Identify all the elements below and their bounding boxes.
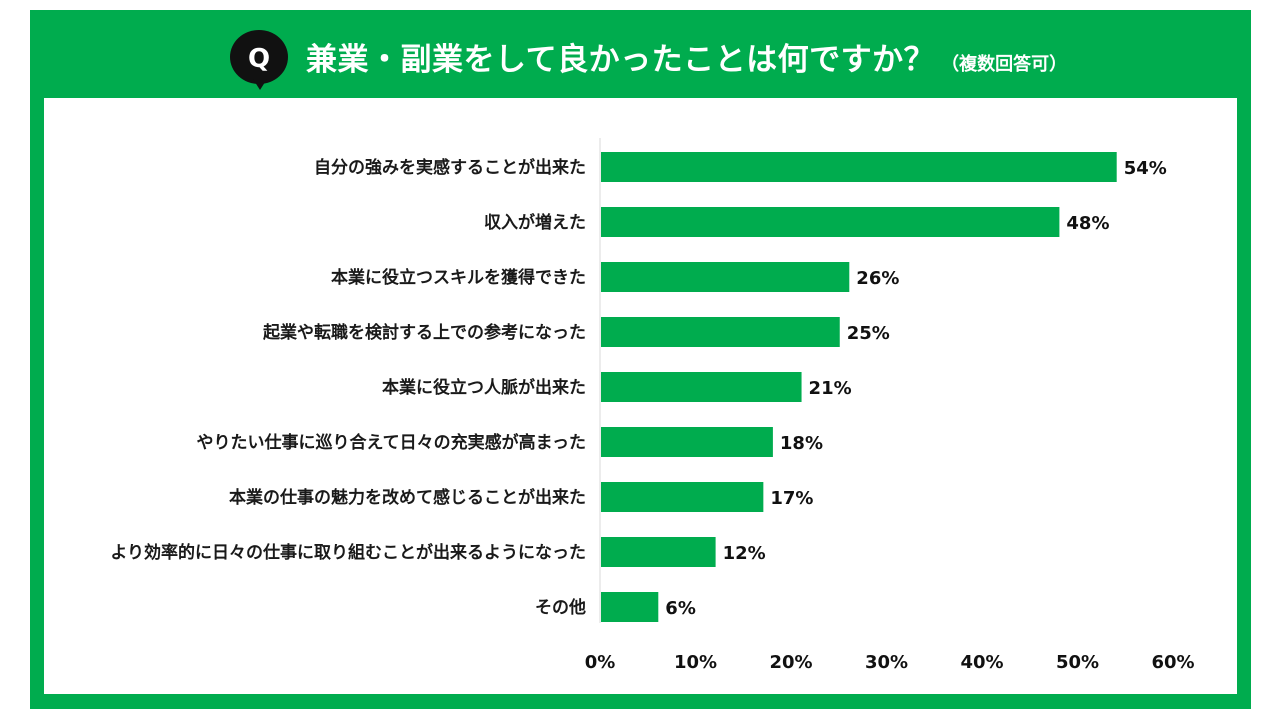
chart-frame: Q 兼業・副業をして良かったことは何ですか？ （複数回答可） 自分の強みを実感する… bbox=[30, 10, 1251, 709]
x-tick-label: 60% bbox=[1151, 652, 1194, 673]
data-label: 26% bbox=[856, 268, 899, 289]
data-label: 18% bbox=[780, 433, 823, 454]
bar bbox=[601, 592, 659, 622]
title-subtitle: （複数回答可） bbox=[941, 54, 1068, 75]
category-label: 収入が増えた bbox=[484, 212, 586, 233]
speech-bubble-q-icon: Q bbox=[229, 29, 289, 91]
bar bbox=[601, 152, 1117, 182]
bar bbox=[601, 207, 1060, 237]
x-tick-label: 20% bbox=[769, 652, 812, 673]
bar bbox=[601, 427, 773, 457]
data-label: 25% bbox=[847, 323, 890, 344]
data-label: 12% bbox=[723, 543, 766, 564]
bar bbox=[601, 317, 840, 347]
category-label: 起業や転職を検討する上での参考になった bbox=[262, 322, 586, 343]
category-label: やりたい仕事に巡り合えて日々の充実感が高まった bbox=[197, 432, 586, 453]
x-tick-label: 50% bbox=[1056, 652, 1099, 673]
category-label: その他 bbox=[535, 597, 586, 618]
category-label: より効率的に日々の仕事に取り組むことが出来るようになった bbox=[110, 542, 586, 563]
category-label: 本業の仕事の魅力を改めて感じることが出来た bbox=[229, 487, 586, 508]
data-label: 48% bbox=[1066, 213, 1109, 234]
data-label: 17% bbox=[770, 488, 813, 509]
data-label: 54% bbox=[1124, 158, 1167, 179]
data-label: 6% bbox=[665, 598, 696, 619]
q-letter: Q bbox=[248, 44, 270, 74]
x-tick-label: 0% bbox=[585, 652, 616, 673]
chart-title: 兼業・副業をして良かったことは何ですか？ （複数回答可） bbox=[306, 40, 1067, 85]
bar-chart: 自分の強みを実感することが出来た 54% 収入が増えた 48% 本業に役立つスキルを獲得… bbox=[110, 138, 1195, 673]
bar bbox=[601, 537, 716, 567]
header: Q 兼業・副業をして良かったことは何ですか？ （複数回答可） bbox=[30, 10, 1251, 98]
bar bbox=[601, 372, 802, 402]
data-label: 21% bbox=[809, 378, 852, 399]
x-tick-label: 10% bbox=[674, 652, 717, 673]
bar bbox=[601, 262, 850, 292]
x-tick-label: 40% bbox=[960, 652, 1003, 673]
title-text: 兼業・副業をして良かったことは何ですか？ bbox=[306, 42, 936, 78]
x-tick-label: 30% bbox=[865, 652, 908, 673]
bar bbox=[601, 482, 764, 512]
category-label: 自分の強みを実感することが出来た bbox=[314, 157, 586, 178]
category-label: 本業に役立つスキルを獲得できた bbox=[331, 267, 586, 288]
chart-panel: 自分の強みを実感することが出来た 54% 収入が増えた 48% 本業に役立つスキルを獲得… bbox=[44, 98, 1237, 694]
category-label: 本業に役立つ人脈が出来た bbox=[382, 377, 586, 398]
